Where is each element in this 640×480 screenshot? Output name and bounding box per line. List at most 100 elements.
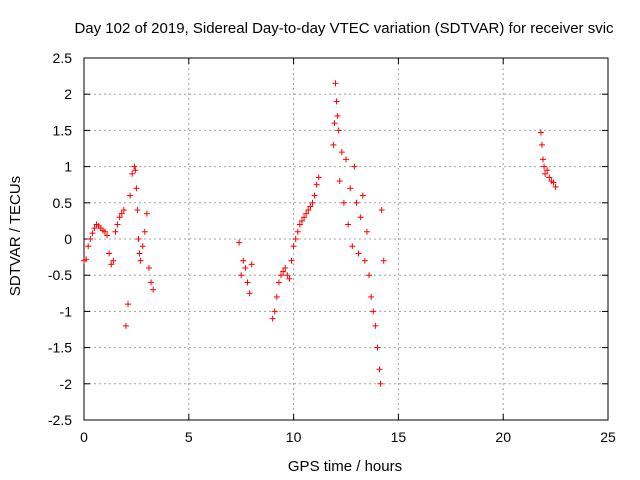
y-tick-label: -0.5 xyxy=(48,267,72,283)
data-point xyxy=(288,257,295,264)
data-point xyxy=(106,250,113,257)
data-point xyxy=(351,163,358,170)
data-point xyxy=(334,112,341,119)
data-point xyxy=(278,272,285,279)
data-point xyxy=(296,221,303,228)
data-point xyxy=(280,268,287,275)
data-point xyxy=(540,156,547,163)
data-point xyxy=(269,315,276,322)
data-point xyxy=(355,250,362,257)
data-point xyxy=(353,199,360,206)
data-point xyxy=(141,228,148,235)
data-point xyxy=(148,279,155,286)
data-point xyxy=(91,225,98,232)
data-point xyxy=(87,236,94,242)
data-point xyxy=(332,80,339,87)
data-point xyxy=(550,179,557,186)
data-point xyxy=(378,207,385,214)
data-point xyxy=(541,163,548,170)
data-point xyxy=(248,261,255,268)
y-tick-label: 0.5 xyxy=(53,195,73,211)
data-point xyxy=(116,214,123,221)
data-point xyxy=(150,286,157,293)
data-point xyxy=(376,366,383,373)
data-point xyxy=(361,257,368,264)
x-tick-label: 15 xyxy=(391,429,407,445)
data-point xyxy=(377,380,384,387)
data-point xyxy=(132,167,139,174)
x-tick-label: 5 xyxy=(185,429,193,445)
y-tick-label: 1.5 xyxy=(53,122,73,138)
data-point xyxy=(359,192,366,199)
data-point xyxy=(546,174,553,181)
data-point xyxy=(305,207,312,214)
x-tick-label: 0 xyxy=(80,429,88,445)
data-point xyxy=(542,170,549,177)
data-point xyxy=(538,141,545,148)
y-tick-label: -1.5 xyxy=(48,340,72,356)
data-point xyxy=(120,207,127,214)
x-tick-label: 10 xyxy=(286,429,302,445)
y-tick-label: 2.5 xyxy=(53,50,73,66)
data-point xyxy=(85,243,92,250)
axis-ticks xyxy=(83,57,609,421)
data-point xyxy=(313,181,320,188)
data-point xyxy=(145,264,152,271)
data-point xyxy=(236,239,243,246)
data-point xyxy=(275,279,282,286)
data-point xyxy=(143,210,150,217)
data-point xyxy=(242,264,249,271)
data-point xyxy=(104,232,111,239)
data-point xyxy=(292,236,299,242)
x-tick-label: 25 xyxy=(600,429,616,445)
x-tick-label: 20 xyxy=(495,429,511,445)
data-point xyxy=(303,210,310,217)
data-point xyxy=(139,243,146,250)
data-point xyxy=(286,275,293,282)
data-point xyxy=(246,290,253,297)
data-point xyxy=(347,185,354,192)
y-tick-label: -1 xyxy=(60,303,73,319)
data-point xyxy=(284,272,291,279)
data-point xyxy=(110,257,117,264)
x-axis-label: GPS time / hours xyxy=(288,458,402,475)
data-point xyxy=(108,261,115,268)
data-point xyxy=(333,98,340,105)
data-point xyxy=(89,230,96,237)
data-point xyxy=(309,199,316,206)
data-point xyxy=(125,301,132,308)
data-point xyxy=(134,207,141,214)
data-point xyxy=(330,141,337,148)
data-point xyxy=(380,257,387,264)
data-point xyxy=(298,217,305,224)
data-point xyxy=(273,293,280,300)
data-point xyxy=(240,257,247,264)
data-point xyxy=(122,322,129,329)
tick-labels: 0 5 10 15 20 25 2.5 2 1.5 1 0.5 0 -0.5 -1 -1.5 -2 -2.5 xyxy=(48,50,616,445)
data-point xyxy=(343,156,349,163)
data-point xyxy=(537,129,544,136)
y-tick-label: 1 xyxy=(64,159,72,175)
data-point xyxy=(244,279,251,286)
data-point xyxy=(127,192,134,199)
data-point xyxy=(338,149,345,156)
data-point xyxy=(137,257,144,264)
data-point xyxy=(349,243,356,250)
series-segment-2 xyxy=(236,239,255,297)
y-tick-label: -2 xyxy=(60,376,73,392)
data-point xyxy=(101,228,108,235)
data-point xyxy=(374,344,381,351)
data-point xyxy=(133,185,140,192)
data-point xyxy=(315,174,322,181)
y-axis-label: SDTVAR / TECUs xyxy=(7,176,24,296)
y-tick-label: 2 xyxy=(64,86,72,102)
data-point xyxy=(340,199,347,206)
data-point xyxy=(238,272,245,279)
data-point xyxy=(544,167,551,174)
data-point xyxy=(135,236,142,242)
data-point xyxy=(307,203,314,210)
data-point xyxy=(290,243,297,250)
data-points xyxy=(81,80,559,387)
data-point xyxy=(372,322,379,329)
